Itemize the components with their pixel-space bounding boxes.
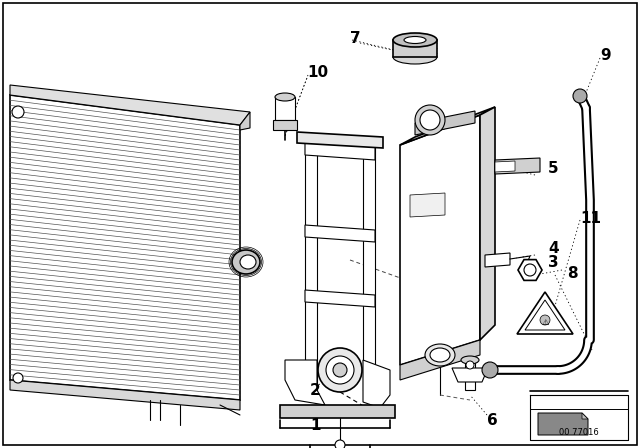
Text: 7: 7 [350, 30, 360, 46]
Text: 9: 9 [600, 47, 611, 63]
Polygon shape [538, 413, 588, 435]
Circle shape [13, 373, 23, 383]
Polygon shape [10, 85, 250, 125]
Polygon shape [400, 115, 480, 365]
Text: ⚠: ⚠ [541, 318, 548, 327]
Polygon shape [400, 340, 480, 380]
Text: 10: 10 [307, 65, 328, 79]
Text: 11: 11 [580, 211, 601, 225]
Polygon shape [305, 140, 317, 390]
Ellipse shape [393, 33, 437, 47]
Ellipse shape [404, 36, 426, 43]
Polygon shape [415, 111, 475, 135]
Ellipse shape [232, 250, 260, 274]
Circle shape [335, 440, 345, 448]
Polygon shape [363, 360, 390, 408]
Polygon shape [495, 158, 540, 174]
Polygon shape [393, 40, 437, 57]
Polygon shape [518, 259, 542, 280]
Circle shape [420, 110, 440, 130]
Text: 6: 6 [487, 413, 498, 427]
Text: 8: 8 [567, 266, 578, 280]
Polygon shape [275, 97, 295, 120]
Polygon shape [305, 290, 375, 307]
Polygon shape [400, 107, 495, 145]
Text: 1: 1 [310, 418, 321, 432]
Polygon shape [10, 95, 240, 400]
Circle shape [466, 361, 474, 369]
Text: 2: 2 [310, 383, 321, 397]
Polygon shape [452, 368, 488, 382]
Ellipse shape [425, 344, 455, 366]
Polygon shape [305, 140, 375, 160]
Polygon shape [305, 225, 375, 242]
Circle shape [326, 356, 354, 384]
Ellipse shape [240, 255, 256, 269]
Circle shape [573, 89, 587, 103]
Circle shape [415, 105, 445, 135]
Polygon shape [495, 161, 515, 172]
Ellipse shape [393, 50, 437, 64]
Circle shape [333, 363, 347, 377]
Circle shape [12, 106, 24, 118]
Text: 3: 3 [548, 254, 559, 270]
Text: 4: 4 [548, 241, 559, 255]
Polygon shape [410, 193, 445, 217]
Polygon shape [297, 132, 383, 148]
Circle shape [482, 362, 498, 378]
Polygon shape [280, 405, 395, 418]
Text: 5: 5 [548, 160, 559, 176]
Polygon shape [363, 145, 375, 390]
Polygon shape [285, 360, 325, 405]
Polygon shape [273, 120, 297, 130]
Polygon shape [465, 360, 475, 390]
Polygon shape [480, 107, 495, 340]
Polygon shape [240, 112, 250, 130]
Polygon shape [517, 292, 573, 334]
Circle shape [540, 315, 550, 325]
Ellipse shape [275, 93, 295, 101]
Polygon shape [582, 413, 588, 419]
Polygon shape [485, 253, 510, 267]
Circle shape [524, 264, 536, 276]
Ellipse shape [461, 356, 479, 364]
Circle shape [318, 348, 362, 392]
Polygon shape [10, 380, 240, 410]
Text: 00 77016: 00 77016 [559, 427, 599, 436]
Ellipse shape [430, 348, 450, 362]
